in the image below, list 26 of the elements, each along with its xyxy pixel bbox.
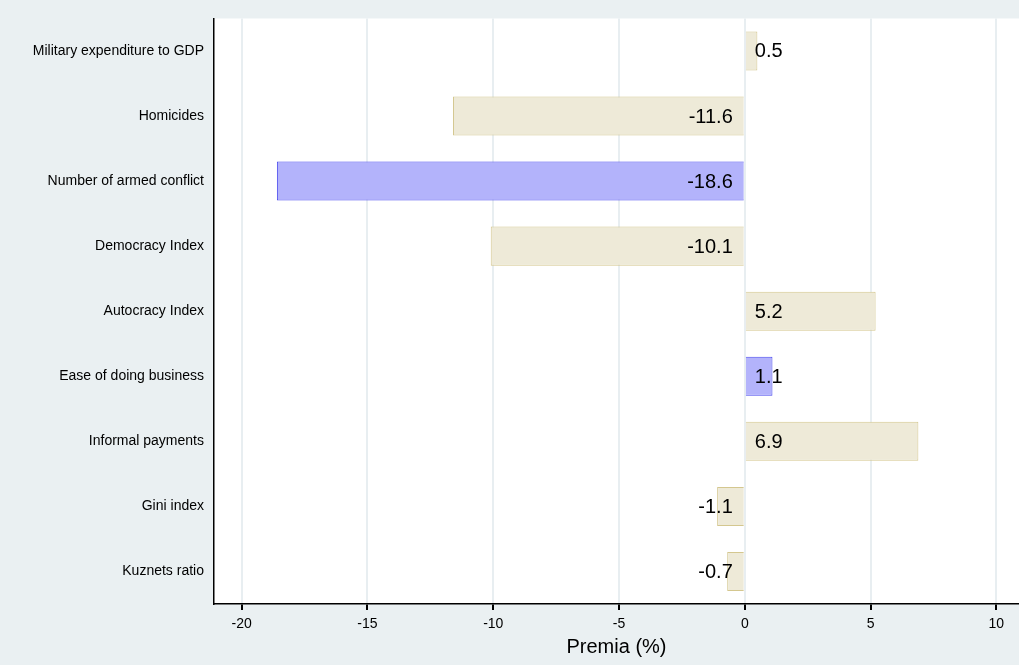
x-tick-label: 0 xyxy=(740,615,749,632)
data-label: 0.5 xyxy=(754,39,783,62)
data-label: 6.9 xyxy=(754,429,783,452)
data-label: -10.1 xyxy=(687,234,733,257)
y-tick-label: Autocracy Index xyxy=(103,302,204,319)
y-tick-label: Democracy Index xyxy=(95,236,204,253)
data-label: -18.6 xyxy=(687,169,733,192)
data-label: 1.1 xyxy=(754,364,783,387)
x-tick-label: -15 xyxy=(357,615,378,632)
data-label: 5.2 xyxy=(754,299,783,322)
y-tick-label: Military expenditure to GDP xyxy=(32,41,204,58)
x-tick-label: 10 xyxy=(988,615,1005,632)
x-tick-label: -5 xyxy=(612,615,626,632)
data-label: -1.1 xyxy=(698,494,733,517)
y-tick-label: Ease of doing business xyxy=(59,367,204,384)
x-tick-label: -20 xyxy=(231,615,252,632)
y-tick-label: Homicides xyxy=(138,106,204,123)
x-axis-title: Premia (%) xyxy=(566,634,667,657)
x-tick-label: -10 xyxy=(483,615,504,632)
data-label: -0.7 xyxy=(698,559,733,582)
data-label: -11.6 xyxy=(688,104,733,127)
x-tick-label: 5 xyxy=(866,615,875,632)
y-tick-label: Number of armed conflict xyxy=(47,171,205,188)
y-tick-label: Gini index xyxy=(141,497,204,514)
y-tick-label: Informal payments xyxy=(88,432,204,449)
y-tick-label: Kuznets ratio xyxy=(122,562,205,579)
